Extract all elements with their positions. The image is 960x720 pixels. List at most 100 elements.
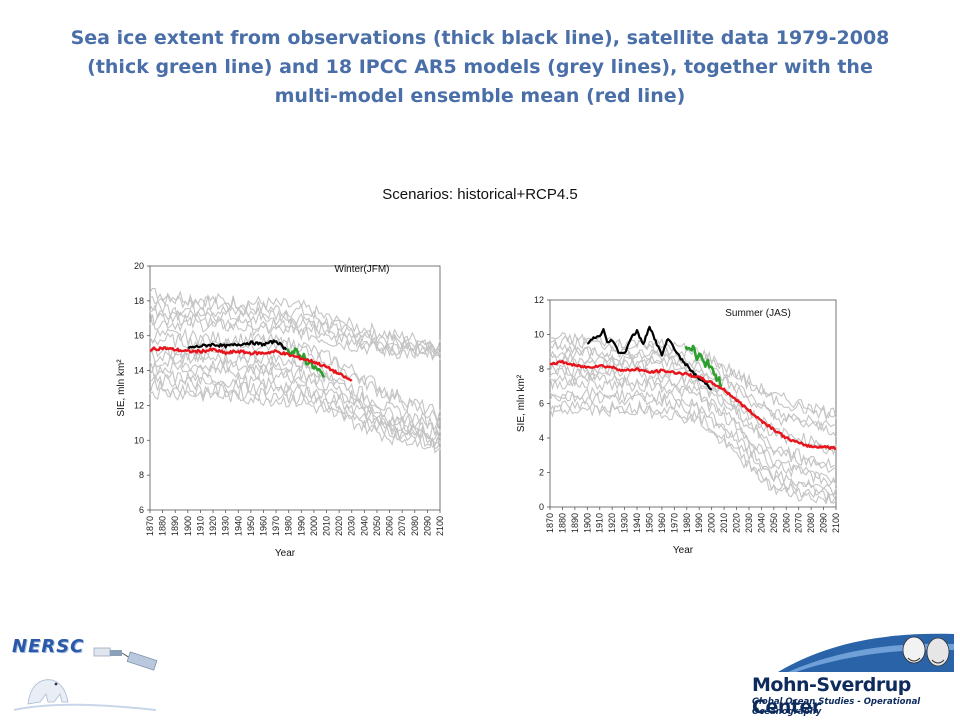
model-line: [550, 372, 837, 484]
model-line: [549, 386, 837, 498]
model-line: [149, 345, 441, 433]
x-tick-label: 2060: [781, 513, 791, 533]
observations-line: [187, 339, 288, 351]
model-line: [149, 373, 441, 454]
x-tick-label: 1920: [607, 513, 617, 533]
y-tick-label: 12: [534, 295, 544, 305]
x-tick-label: 1950: [246, 516, 256, 536]
x-tick-label: 1990: [296, 516, 306, 536]
y-tick-label: 4: [539, 433, 544, 443]
x-tick-label: 1980: [284, 516, 294, 536]
x-tick-label: 1960: [657, 513, 667, 533]
y-axis-label: SIE, mln km²: [116, 359, 127, 417]
x-tick-label: 2050: [769, 513, 779, 533]
x-tick-label: 2060: [385, 516, 395, 536]
x-tick-label: 1910: [595, 513, 605, 533]
title-line-3: multi-model ensemble mean (red line): [274, 85, 686, 107]
y-tick-label: 14: [134, 366, 144, 376]
x-tick-label: 2010: [322, 516, 332, 536]
plot-frame: [149, 265, 441, 511]
y-tick-label: 6: [139, 505, 144, 515]
model-line: [549, 363, 837, 469]
panel-label: Winter(JFM): [335, 264, 390, 275]
x-tick-label: 1930: [221, 516, 231, 536]
satellite-line: [286, 347, 326, 379]
y-tick-label: 8: [539, 364, 544, 374]
model-line: [149, 310, 441, 359]
model-line: [549, 390, 837, 496]
x-tick-label: 2080: [410, 516, 420, 536]
x-tick-label: 1900: [183, 516, 193, 536]
y-tick-label: 10: [534, 330, 544, 340]
y-tick-label: 0: [539, 502, 544, 512]
y-tick-label: 18: [134, 296, 144, 306]
y-axis-label: SIE, mln km²: [516, 374, 527, 432]
x-tick-label: 2000: [309, 516, 319, 536]
x-tick-label: 2020: [334, 516, 344, 536]
x-tick-label: 1970: [271, 516, 281, 536]
model-line: [149, 287, 441, 351]
ensemble-mean-line: [149, 346, 353, 382]
x-tick-label: 2090: [422, 516, 432, 536]
x-tick-label: 2000: [707, 513, 717, 533]
slide-title: Sea ice extent from observations (thick …: [60, 24, 900, 111]
x-tick-label: 2050: [372, 516, 382, 536]
portrait-icon: [902, 636, 950, 667]
x-tick-label: 2030: [744, 513, 754, 533]
mohn-sverdrup-logo: [778, 633, 954, 672]
model-line: [549, 335, 837, 421]
x-tick-label: 2070: [397, 516, 407, 536]
x-axis-label: Year: [673, 545, 694, 556]
x-tick-label: 1870: [145, 516, 155, 536]
x-tick-label: 1920: [208, 516, 218, 536]
y-tick-label: 20: [134, 261, 144, 271]
x-tick-label: 2100: [435, 516, 445, 536]
model-line: [149, 368, 441, 450]
x-tick-label: 2040: [756, 513, 766, 533]
model-line: [149, 299, 441, 357]
ensemble-mean-line: [549, 359, 837, 450]
model-line: [149, 327, 441, 423]
x-tick-label: 1870: [545, 513, 555, 533]
x-tick-label: 1910: [195, 516, 205, 536]
model-line: [549, 340, 837, 432]
x-tick-label: 2010: [719, 513, 729, 533]
satellite-icon: [93, 647, 158, 671]
model-line: [549, 399, 837, 504]
title-line-1: Sea ice extent from observations (thick …: [70, 27, 890, 49]
x-tick-label: 1970: [669, 513, 679, 533]
scenario-label: Scenarios: historical+RCP4.5: [382, 186, 578, 203]
x-tick-label: 1940: [233, 516, 243, 536]
observations-line: [586, 325, 713, 391]
x-tick-label: 1930: [620, 513, 630, 533]
x-tick-label: 1890: [170, 516, 180, 536]
x-axis-label: Year: [275, 548, 296, 559]
satellite-line: [684, 344, 723, 388]
model-line: [149, 386, 441, 450]
model-line: [149, 355, 441, 440]
y-tick-label: 6: [539, 399, 544, 409]
nersc-logo-text: NERSC: [12, 636, 85, 657]
x-tick-label: 1950: [644, 513, 654, 533]
y-tick-label: 12: [134, 400, 144, 410]
x-tick-label: 2080: [806, 513, 816, 533]
mohn-sverdrup-name: Mohn-Sverdrup Center: [752, 674, 911, 718]
model-line: [149, 378, 441, 444]
x-tick-label: 2020: [732, 513, 742, 533]
y-tick-label: 16: [134, 331, 144, 341]
panel-label: Summer (JAS): [725, 308, 791, 319]
x-tick-label: 2040: [359, 516, 369, 536]
x-tick-label: 2030: [347, 516, 357, 536]
x-tick-label: 1990: [694, 513, 704, 533]
x-tick-label: 1940: [632, 513, 642, 533]
y-tick-label: 10: [134, 435, 144, 445]
title-line-2: (thick green line) and 18 IPCC AR5 model…: [87, 56, 873, 78]
x-tick-label: 1960: [258, 516, 268, 536]
x-tick-label: 1900: [582, 513, 592, 533]
x-tick-label: 2090: [819, 513, 829, 533]
y-tick-label: 2: [539, 468, 544, 478]
x-tick-label: 1880: [158, 516, 168, 536]
x-tick-label: 1890: [570, 513, 580, 533]
polar-bear-icon: [27, 679, 69, 705]
